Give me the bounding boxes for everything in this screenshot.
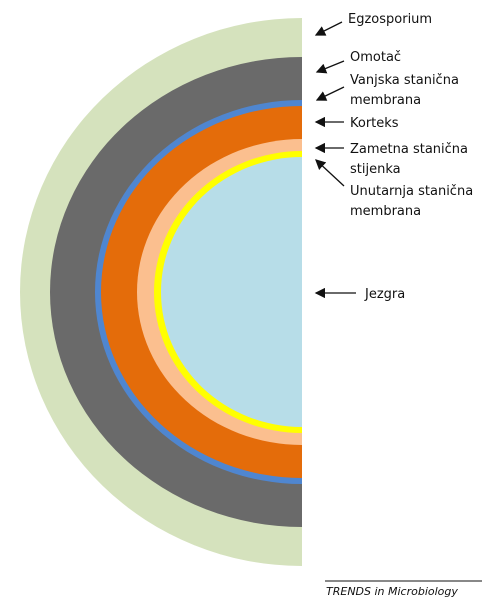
- layer-label: Egzosporium: [348, 12, 432, 27]
- arrow: [316, 160, 344, 186]
- layer-label: stijenka: [350, 162, 401, 177]
- layer-label: membrana: [350, 204, 421, 219]
- layer-label: Jezgra: [364, 287, 405, 302]
- layer-label: Vanjska stanična: [350, 73, 459, 88]
- spore-diagram: Egzosporium Omotač Vanjska stanična membran…: [0, 0, 495, 600]
- layer-label: membrana: [350, 93, 421, 108]
- layer-label: Zametna stanična: [350, 142, 468, 157]
- labels: Egzosporium Omotač Vanjska stanična membran…: [348, 12, 473, 302]
- footer-source: TRENDS in Microbiology: [326, 585, 458, 598]
- arrow: [316, 22, 342, 35]
- layer-label: Omotač: [350, 50, 401, 65]
- arrow: [317, 61, 344, 72]
- layer-label: Unutarnja stanična: [350, 184, 473, 199]
- arrow: [317, 87, 344, 100]
- layer-label: Korteks: [350, 116, 399, 131]
- spore-layers: [20, 18, 302, 566]
